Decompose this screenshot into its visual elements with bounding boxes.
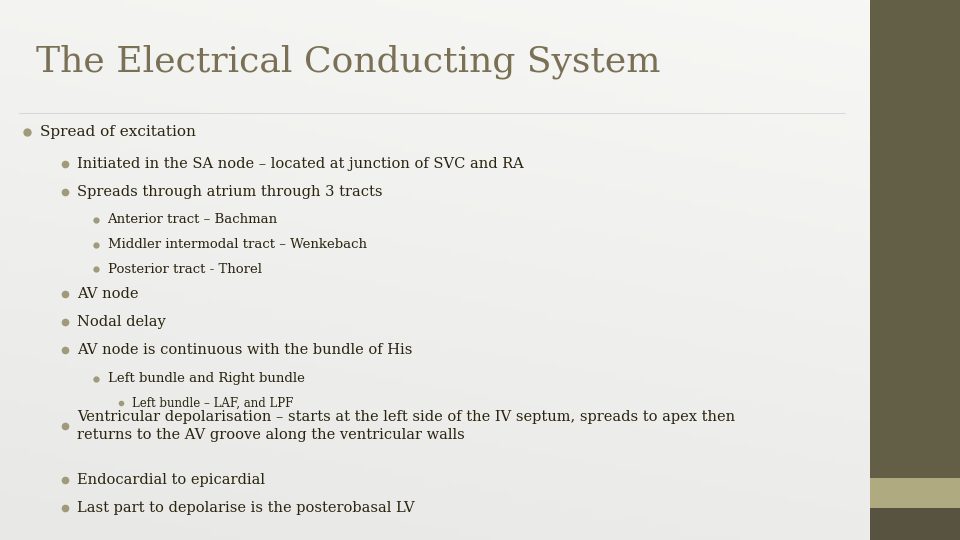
Text: Endocardial to epicardial: Endocardial to epicardial xyxy=(77,473,265,487)
Text: AV node is continuous with the bundle of His: AV node is continuous with the bundle of… xyxy=(77,343,412,357)
Text: Posterior tract - Thorel: Posterior tract - Thorel xyxy=(108,263,261,276)
Text: Spreads through atrium through 3 tracts: Spreads through atrium through 3 tracts xyxy=(77,185,382,199)
Text: Left bundle and Right bundle: Left bundle and Right bundle xyxy=(108,372,304,385)
Text: AV node: AV node xyxy=(77,287,138,301)
Text: Left bundle – LAF, and LPF: Left bundle – LAF, and LPF xyxy=(132,397,294,410)
Text: Last part to depolarise is the posterobasal LV: Last part to depolarise is the posteroba… xyxy=(77,501,415,515)
Text: Initiated in the SA node – located at junction of SVC and RA: Initiated in the SA node – located at ju… xyxy=(77,157,523,171)
Text: Ventricular depolarisation – starts at the left side of the IV septum, spreads t: Ventricular depolarisation – starts at t… xyxy=(77,410,735,442)
Text: Spread of excitation: Spread of excitation xyxy=(40,125,196,139)
Text: The Electrical Conducting System: The Electrical Conducting System xyxy=(36,45,661,79)
Text: Anterior tract – Bachman: Anterior tract – Bachman xyxy=(108,213,277,226)
Text: Middler intermodal tract – Wenkebach: Middler intermodal tract – Wenkebach xyxy=(108,238,367,251)
Text: Nodal delay: Nodal delay xyxy=(77,315,165,329)
